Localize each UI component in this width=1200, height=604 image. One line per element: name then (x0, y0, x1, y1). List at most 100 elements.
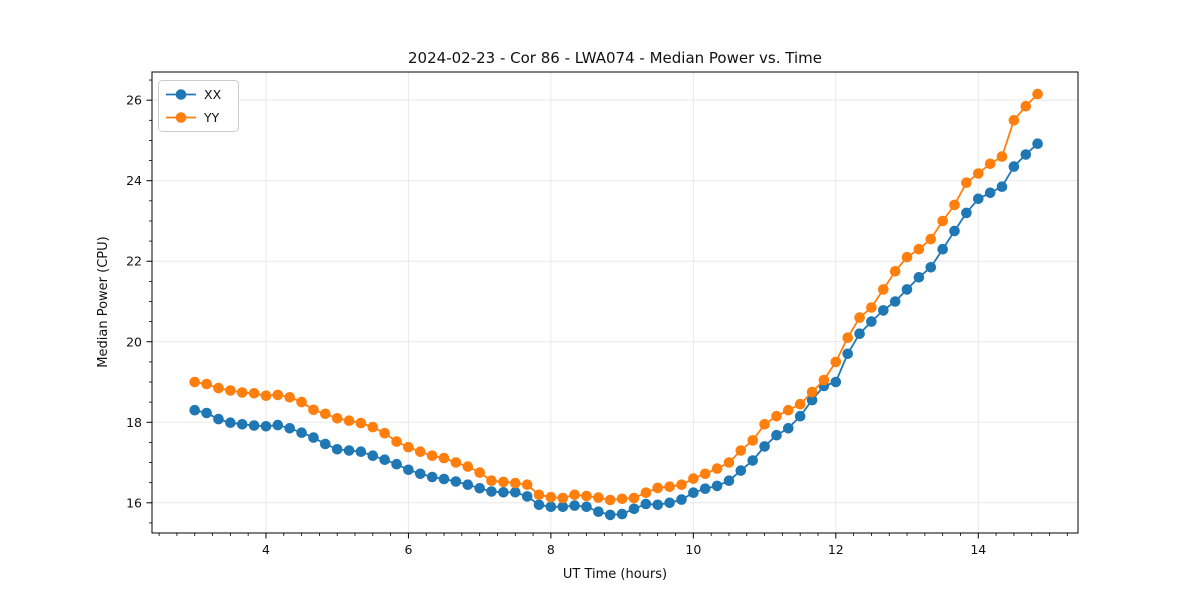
data-point-yy (723, 457, 735, 468)
data-point-xx (201, 407, 212, 419)
y-tick-label: 26 (126, 93, 142, 108)
data-point-xx (521, 491, 533, 502)
y-tick-label: 16 (126, 495, 142, 510)
legend-label-xx: XX (204, 87, 222, 102)
data-point-yy (213, 382, 224, 394)
x-axis-label: UT Time (hours) (563, 567, 667, 582)
data-point-xx (498, 487, 509, 498)
data-point-xx (320, 438, 331, 450)
data-point-xx (949, 225, 960, 237)
data-point-xx (616, 508, 628, 520)
data-point-xx (545, 501, 557, 513)
data-point-yy (1032, 88, 1043, 100)
data-point-yy (711, 463, 723, 474)
legend-item-xx: XX (166, 87, 222, 102)
data-point-yy (699, 468, 711, 480)
data-point-yy (1020, 100, 1032, 112)
data-point-xx (450, 476, 462, 487)
data-point-yy (450, 457, 462, 468)
data-point-yy (415, 446, 426, 458)
data-point-yy (996, 151, 1008, 162)
data-point-xx (640, 498, 652, 510)
data-point-yy (331, 413, 343, 424)
data-point-yy (391, 436, 402, 447)
data-point-yy (533, 489, 545, 501)
data-point-yy (248, 388, 260, 399)
legend-label-yy: YY (203, 110, 220, 125)
data-point-xx (1020, 149, 1032, 160)
data-point-xx (225, 417, 236, 429)
data-point-xx (426, 471, 438, 483)
data-point-xx (533, 499, 545, 511)
data-point-yy (783, 404, 794, 416)
data-point-xx (296, 427, 307, 439)
data-point-yy (925, 233, 937, 245)
legend-box: XX YY (158, 80, 239, 132)
data-point-xx (878, 305, 889, 316)
data-point-xx (688, 487, 699, 499)
data-point-yy (284, 392, 296, 403)
data-point-xx (462, 479, 474, 491)
data-point-yy (628, 492, 640, 504)
data-point-xx (711, 480, 723, 492)
data-point-xx (664, 497, 675, 509)
data-point-yy (759, 419, 770, 430)
data-point-xx (189, 404, 200, 416)
data-point-yy (355, 417, 367, 429)
data-point-yy (937, 215, 948, 227)
axes: 4 6 8 10 12 14 16 18 20 22 24 26 (126, 71, 1079, 557)
data-point-xx (806, 394, 818, 406)
data-point-xx (1008, 161, 1020, 172)
data-point-yy (901, 251, 913, 263)
data-point-yy (984, 158, 996, 170)
data-point-xx (747, 455, 758, 466)
data-point-yy (735, 445, 747, 456)
data-point-yy (771, 410, 782, 422)
legend-frame (158, 80, 239, 132)
data-point-yy (604, 494, 616, 506)
data-point-xx (248, 420, 260, 431)
data-point-xx (438, 473, 450, 485)
data-point-yy (189, 376, 200, 388)
data-point-xx (842, 348, 853, 360)
data-point-xx (996, 181, 1008, 192)
data-point-xx (1032, 138, 1043, 149)
data-point-yy (889, 266, 901, 277)
data-point-xx (379, 454, 391, 466)
data-point-xx (355, 446, 367, 458)
series-yy (189, 88, 1043, 506)
y-tick-label: 20 (126, 334, 142, 349)
x-tick-label: 10 (685, 542, 701, 557)
data-point-yy (486, 475, 497, 487)
data-point-yy (367, 421, 379, 433)
data-point-xx (866, 316, 877, 327)
data-point-yy (640, 487, 652, 499)
data-point-xx (628, 503, 640, 515)
y-axis-label: Median Power (CPU) (96, 236, 111, 367)
data-point-xx (735, 465, 747, 476)
data-point-yy (272, 389, 284, 401)
data-point-xx (794, 410, 806, 422)
data-point-xx (486, 486, 497, 497)
data-point-xx (474, 483, 486, 494)
data-point-xx (510, 487, 521, 498)
data-point-yy (545, 491, 557, 503)
data-point-xx (403, 464, 414, 476)
data-point-yy (201, 378, 212, 390)
data-point-xx (937, 243, 948, 255)
data-point-xx (367, 450, 379, 462)
data-point-xx (652, 499, 663, 511)
series-line-xx (194, 143, 1039, 516)
data-point-xx (759, 441, 770, 452)
data-point-yy (521, 479, 533, 491)
data-point-yy (260, 390, 272, 402)
data-point-yy (664, 481, 675, 493)
data-point-yy (593, 492, 604, 503)
plot-area (189, 88, 1043, 521)
data-point-yy (462, 461, 474, 472)
x-tick-label: 12 (828, 542, 844, 557)
data-point-yy (747, 435, 758, 446)
data-point-xx (593, 506, 604, 517)
